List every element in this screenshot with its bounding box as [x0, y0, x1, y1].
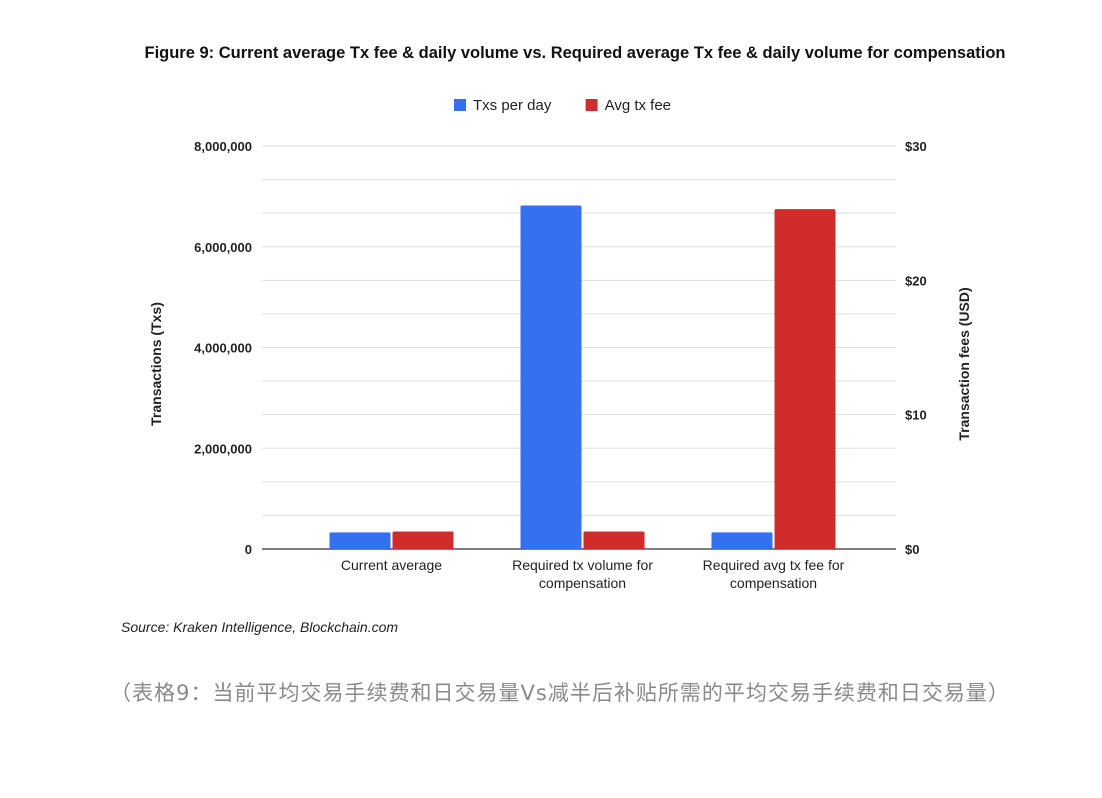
- legend-label: Avg tx fee: [605, 97, 671, 114]
- right-axis-ticks: $0 $10 $20 $30: [905, 139, 927, 557]
- bar-avg-tx-fee-1: [583, 531, 645, 549]
- bar-txs-per-day-1: [520, 205, 582, 549]
- y-axis-left-label: Transactions (Txs): [148, 302, 164, 426]
- legend-swatch: [585, 99, 598, 111]
- bar-avg-tx-fee-2: [774, 209, 836, 550]
- y-left-tick-label: 0: [245, 542, 252, 557]
- category-label: Required avg tx fee for: [703, 557, 845, 573]
- source-note: Source: Kraken Intelligence, Blockchain.…: [121, 619, 398, 635]
- bar-txs-per-day-0: [329, 532, 391, 549]
- category-label: compensation: [730, 575, 817, 591]
- figure-caption: （表格9：当前平均交易手续费和日交易量Vs减半后补贴所需的平均交易手续费和日交易…: [110, 681, 1010, 705]
- chart-bars: [329, 205, 836, 550]
- bar-txs-per-day-2: [711, 532, 773, 549]
- category-label: Current average: [341, 557, 442, 573]
- y-right-tick-label: $30: [905, 139, 927, 154]
- chart-svg: Figure 9: Current average Tx fee & daily…: [121, 44, 1006, 635]
- y-left-tick-label: 8,000,000: [194, 139, 252, 154]
- y-right-tick-label: $0: [905, 542, 919, 557]
- legend-label: Txs per day: [473, 97, 552, 114]
- category-label: compensation: [539, 575, 626, 591]
- y-left-tick-label: 6,000,000: [194, 240, 252, 255]
- y-left-tick-label: 4,000,000: [194, 341, 252, 356]
- left-axis-ticks: 0 2,000,000 4,000,000 6,000,000 8,000,000: [194, 139, 252, 557]
- category-label: Required tx volume for: [512, 557, 653, 573]
- legend-swatch: [454, 99, 466, 111]
- chart-title: Figure 9: Current average Tx fee & daily…: [144, 44, 1005, 62]
- category-labels: Current average Required tx volume for com…: [341, 557, 845, 591]
- bar-avg-tx-fee-0: [392, 531, 454, 549]
- chart-legend: Txs per day Avg tx fee: [454, 97, 671, 114]
- y-left-tick-label: 2,000,000: [194, 441, 252, 456]
- y-right-tick-label: $20: [905, 273, 927, 288]
- y-axis-right-label: Transaction fees (USD): [956, 287, 972, 440]
- y-right-tick-label: $10: [905, 408, 927, 423]
